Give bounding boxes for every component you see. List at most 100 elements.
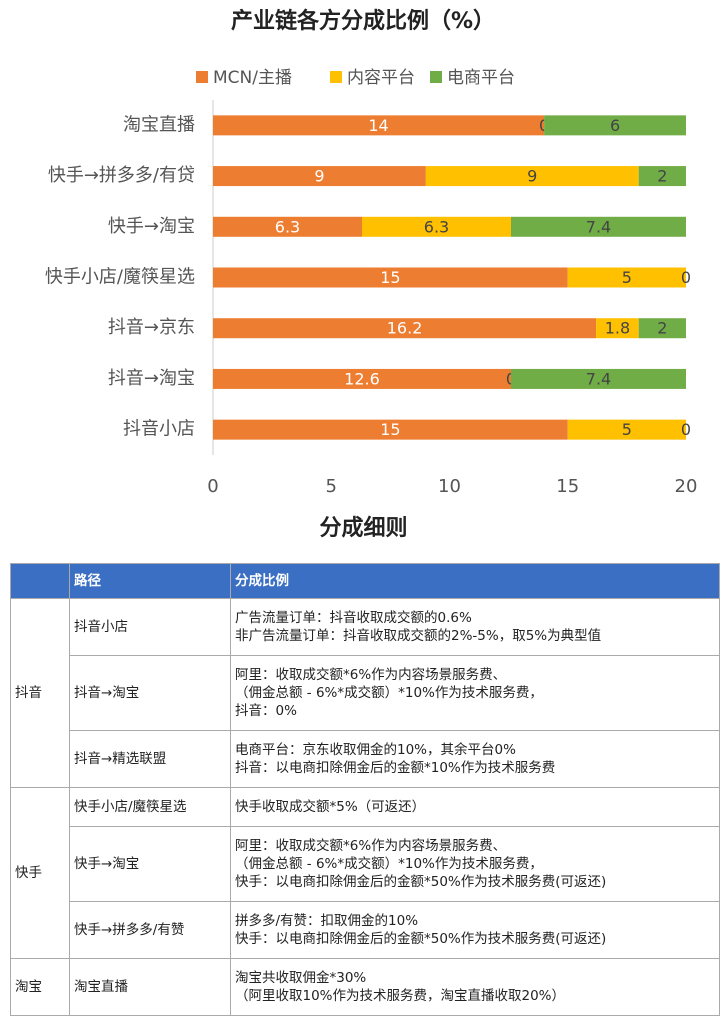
table-row: 淘宝 淘宝直播 淘宝共收取佣金*30% （阿里收取10%作为技术服务费，淘宝直播收取2… [10,958,720,1016]
bar-segment [544,115,686,136]
data-label: 12.6 [344,369,380,388]
bar-segment [510,216,686,237]
header-cell: 分成比例 [230,563,720,599]
legend-label: 内容平台 [347,68,415,88]
detail-line: 广告流量订单：抖音收取成交额的0.6% [235,610,472,626]
data-label: 6.3 [275,217,300,236]
y-tick-label: 淘宝直播 [123,114,195,135]
table-row: 快手 快手小店/魔筷星选 快手收取成交额*5%（可返还） [10,787,720,959]
detail-line: 抖音：0% [235,703,297,719]
legend-label: 电商平台 [447,68,515,88]
data-label: 6.3 [424,217,449,236]
group-cell: 抖音 [10,598,70,788]
chart-title: 产业链各方分成比例（%） [231,8,495,34]
table-row: 抖音→精选联盟 电商平台：京东收取佣金的10%，其余平台0% 抖音：以电商扣除佣金后… [11,730,720,788]
x-tick-label: 20 [675,476,698,497]
detail-cell: 电商平台：京东收取佣金的10%，其余平台0% 抖音：以电商扣除佣金后的金额*10%… [230,730,720,788]
detail-line: 阿里：收取成交额*6%作为内容场景服务费、 [235,667,507,683]
data-label: 6 [610,116,620,135]
data-label: 0 [681,420,691,439]
bar-segment [213,368,511,389]
rules-table: 路径 分成比例 抖音 抖音小店 广告流量订单：抖音收取成交额的0.6% 非广告流量订单… [10,563,720,1016]
detail-cell: 阿里：收取成交额*6%作为内容场景服务费、 （佣金总额 - 6%*成交额）*10%… [230,826,720,902]
path-cell: 抖音小店 [69,598,231,656]
y-tick-label: 抖音→淘宝 [108,368,195,389]
detail-line: （佣金总额 - 6%*成交额）*10%作为技术服务费， [235,685,543,701]
data-label: 7.4 [586,369,611,388]
detail-cell: 拼多多/有赞：扣取佣金的10% 快手：以电商扣除佣金后的金额*50%作为技术服务费… [230,901,720,959]
y-tick-label: 快手→拼多多/有贷 [48,165,195,186]
path-cell: 快手小店/魔筷星选 [69,787,231,827]
bar-segment [638,318,686,339]
data-label: 0 [681,268,691,287]
detail-line: 快手收取成交额*5%（可返还） [235,799,426,815]
legend-swatch [430,71,442,83]
path-cell: 快手→淘宝 [69,826,231,902]
bar-segment [425,166,639,187]
table-row: 抖音 抖音小店 广告流量订单：抖音收取成交额的0.6% 非广告流量订单：抖音收取成交额… [10,598,720,788]
bar-segment [213,419,568,440]
data-label: 7.4 [586,217,611,236]
path-cell: 快手→拼多多/有赞 [69,901,231,959]
bar-segment [213,318,597,339]
group-cell: 快手 [10,787,70,959]
data-label: 9 [314,167,324,186]
detail-line: 快手：以电商扣除佣金后的金额*50%作为技术服务费(可返还) [235,931,607,947]
data-label: 1.8 [605,319,630,338]
header-cell [10,563,70,599]
data-label: 2 [657,319,667,338]
y-tick-label: 抖音→京东 [108,317,195,338]
x-tick-label: 15 [556,476,579,497]
bar-segment [567,419,686,440]
table-row: 快手→淘宝 阿里：收取成交额*6%作为内容场景服务费、 （佣金总额 - 6%*成交额… [11,826,720,902]
legend-swatch [196,71,208,83]
detail-line: 非广告流量订单：抖音收取成交额的2%-5%，取5%为典型值 [235,628,602,644]
bar-segment [361,216,511,237]
bar-segment [567,267,686,288]
data-label: 16.2 [387,319,423,338]
data-label: 14 [368,116,388,135]
path-cell: 淘宝直播 [69,958,231,1016]
bar-segment [510,368,686,389]
detail-line: （佣金总额 - 6%*成交额）*10%作为技术服务费， [235,856,543,872]
detail-line: 快手：以电商扣除佣金后的金额*50%作为技术服务费(可返还) [235,874,607,890]
detail-cell: 淘宝共收取佣金*30% （阿里收取10%作为技术服务费，淘宝直播收取20%） [230,958,720,1016]
data-label: 5 [622,268,632,287]
header-row: 路径 分成比例 [10,563,720,599]
detail-line: 阿里：收取成交额*6%作为内容场景服务费、 [235,838,507,854]
data-label: 15 [380,268,400,287]
table-row: 快手→拼多多/有赞 拼多多/有赞：扣取佣金的10% 快手：以电商扣除佣金后的金额*5… [11,901,720,959]
bar-segment [213,166,426,187]
y-tick-label: 抖音小店 [123,419,195,440]
x-tick-label: 5 [326,476,337,497]
detail-line: 抖音：以电商扣除佣金后的金额*10%作为技术服务费 [235,760,556,776]
x-tick-label: 10 [438,476,461,497]
detail-line: 拼多多/有赞：扣取佣金的10% [235,913,419,929]
bar-segment [638,166,686,187]
y-tick-label: 快手小店/魔筷星选 [45,267,195,288]
table-row: 抖音→淘宝 阿里：收取成交额*6%作为内容场景服务费、 （佣金总额 - 6%*成交额… [11,655,720,731]
data-label: 9 [527,167,537,186]
bar-segment [213,267,568,288]
header-cell: 路径 [69,563,231,599]
detail-line: （阿里收取10%作为技术服务费，淘宝直播收取20%） [235,988,566,1004]
path-cell: 抖音→淘宝 [69,655,231,731]
y-tick-label: 快手→淘宝 [108,216,195,237]
path-cell: 抖音→精选联盟 [69,730,231,788]
legend-label: MCN/主播 [213,68,292,88]
legend-swatch [330,71,342,83]
detail-line: 淘宝共收取佣金*30% [235,970,367,986]
x-tick-label: 0 [207,476,218,497]
detail-line: 电商平台：京东收取佣金的10%，其余平台0% [235,742,516,758]
data-label: 5 [622,420,632,439]
bar-segment [596,318,639,339]
data-label: 2 [657,167,667,186]
detail-cell: 阿里：收取成交额*6%作为内容场景服务费、 （佣金总额 - 6%*成交额）*10%… [230,655,720,731]
table-title: 分成细则 [319,516,408,541]
bar-segment [213,216,362,237]
bar-segment [213,115,545,136]
group-cell: 淘宝 [10,958,70,1016]
detail-cell: 快手收取成交额*5%（可返还） [230,787,720,827]
